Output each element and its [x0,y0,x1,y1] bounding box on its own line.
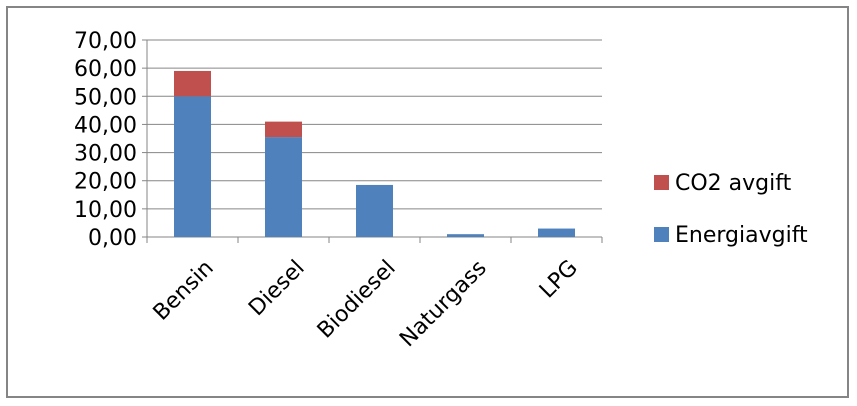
legend-label: CO2 avgift [675,171,792,196]
y-axis-ticks: 0,00 10,00 20,00 30,00 40,00 50,00 60,00 70,00 [74,29,137,251]
bar-energiavgift-naturgass [447,234,484,237]
x-category-label: Bensin [149,256,219,326]
bar-energiavgift-diesel [265,137,302,237]
bars [174,70,575,238]
y-tick-label: 10,00 [74,198,137,223]
bar-energiavgift-biodiesel [356,184,393,237]
bar-co2-avgift-diesel [265,121,302,138]
bar-energiavgift-lpg [538,228,575,237]
legend-swatch [654,175,669,190]
y-tick-label: 20,00 [74,170,137,195]
legend: CO2 avgift Energiavgift [654,171,808,248]
y-tick-label: 0,00 [88,226,137,251]
y-tick-label: 30,00 [74,142,137,167]
y-tick-label: 60,00 [74,57,137,82]
y-tick-label: 50,00 [74,85,137,110]
x-category-label: Naturgass [395,256,492,353]
y-tick-label: 70,00 [74,29,137,54]
legend-label: Energiavgift [675,223,808,248]
y-tick-label: 40,00 [74,113,137,138]
bar-co2-avgift-bensin [174,70,211,97]
x-category-label: Diesel [244,256,310,322]
x-category-label: LPG [535,256,583,304]
bar-energiavgift-bensin [174,96,211,238]
x-category-label: Biodiesel [313,256,401,344]
legend-swatch [654,227,669,242]
gridlines [147,39,602,210]
